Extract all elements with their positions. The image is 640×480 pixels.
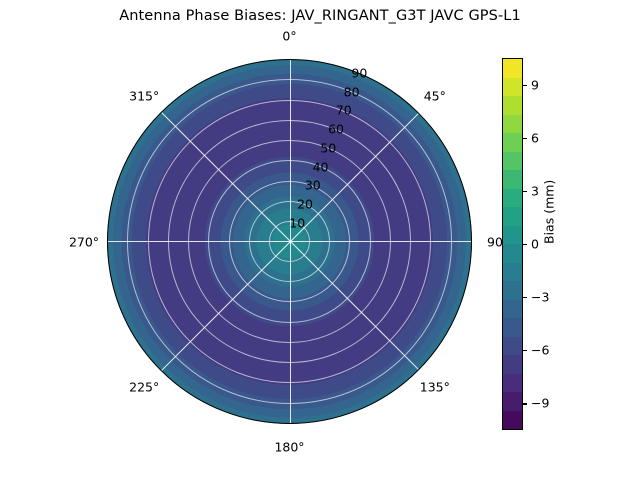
r-tick-90: 90	[351, 65, 368, 81]
colorbar-band-5	[503, 318, 522, 337]
r-tick-80: 80	[343, 84, 360, 100]
colorbar-gradient	[502, 58, 523, 430]
r-tick-30: 30	[304, 177, 321, 193]
colorbar-tick-mark-1	[523, 137, 527, 139]
colorbar-band-13	[503, 170, 522, 189]
colorbar-tick-label-4: −3	[531, 289, 550, 305]
contour-fill	[107, 59, 472, 424]
colorbar-tick-label-5: −6	[531, 342, 550, 358]
colorbar-band-15	[503, 133, 522, 152]
r-tick-50: 50	[320, 140, 337, 156]
colorbar-band-7	[503, 281, 522, 300]
colorbar[interactable]: 9 6 3 0 −3 −6 −9 Bias (mm)	[502, 58, 622, 430]
theta-tick-270: 270°	[68, 234, 100, 249]
colorbar-tick-mark-0	[523, 84, 527, 86]
colorbar-band-10	[503, 225, 522, 245]
colorbar-tick-mark-3	[523, 244, 527, 246]
colorbar-tick-label-0: 9	[531, 77, 539, 93]
r-tick-70: 70	[335, 102, 352, 118]
colorbar-axis-label: Bias (mm)	[541, 179, 557, 244]
colorbar-band-1	[503, 392, 522, 411]
colorbar-band-11	[503, 207, 522, 226]
colorbar-band-9	[503, 244, 522, 263]
colorbar-band-17	[503, 96, 522, 115]
colorbar-band-16	[503, 114, 522, 134]
r-tick-60: 60	[328, 121, 344, 137]
colorbar-band-12	[503, 188, 522, 208]
colorbar-band-8	[503, 262, 522, 282]
polar-contour-surface	[107, 59, 472, 424]
r-tick-40: 40	[312, 159, 329, 175]
colorbar-band-2	[503, 373, 522, 393]
colorbar-band-14	[503, 151, 522, 171]
polar-plot-axes[interactable]: 0° 45° 90 135° 180° 225° 270° 315° 10 20 30 40 50 60…	[69, 29, 503, 455]
colorbar-tick-label-1: 6	[531, 130, 539, 146]
r-tick-10: 10	[289, 215, 306, 231]
colorbar-tick-mark-2	[523, 190, 527, 193]
page-title: Antenna Phase Biases: JAV_RINGANT_G3T JA…	[119, 8, 521, 24]
colorbar-band-0	[503, 410, 522, 430]
theta-tick-135: 135°	[419, 379, 450, 395]
theta-tick-225: 225°	[129, 379, 160, 395]
theta-tick-45: 45°	[423, 88, 446, 104]
r-tick-20: 20	[297, 196, 313, 212]
theta-tick-180: 180°	[274, 439, 305, 455]
theta-tick-0: 0°	[282, 28, 297, 44]
theta-tick-90: 90	[487, 234, 503, 249]
colorbar-tick-mark-6	[523, 403, 527, 405]
colorbar-band-19	[503, 59, 522, 78]
colorbar-band-18	[503, 77, 522, 97]
colorbar-band-3	[503, 355, 522, 374]
colorbar-band-6	[503, 299, 522, 319]
colorbar-tick-label-6: −9	[531, 395, 550, 411]
colorbar-tick-mark-4	[523, 297, 527, 299]
colorbar-tick-label-3: 0	[531, 236, 539, 252]
colorbar-tick-label-2: 3	[531, 183, 539, 199]
theta-tick-315: 315°	[129, 88, 160, 104]
colorbar-tick-mark-5	[523, 350, 527, 352]
colorbar-band-4	[503, 336, 522, 356]
